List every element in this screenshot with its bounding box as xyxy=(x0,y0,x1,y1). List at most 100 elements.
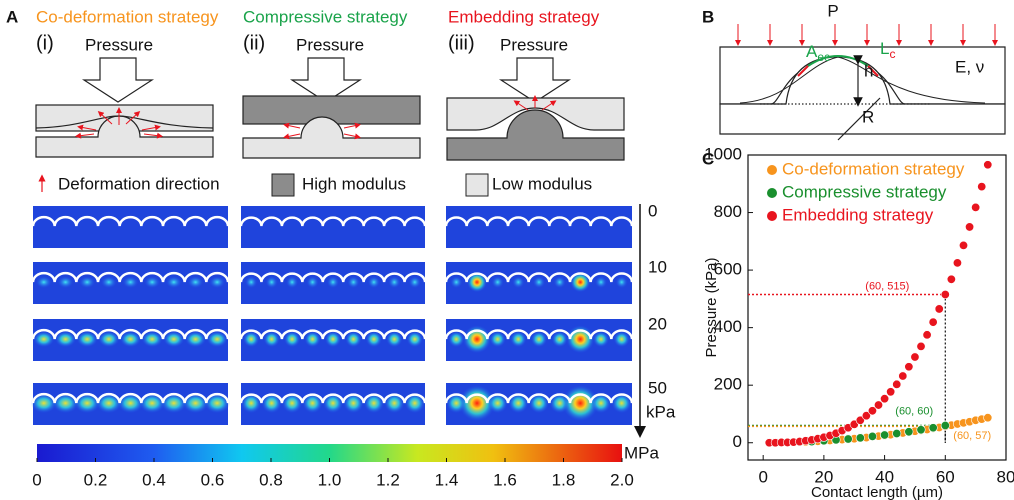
stress-spot xyxy=(302,393,323,414)
plot-frame xyxy=(747,154,1007,461)
stress-spot xyxy=(553,276,566,289)
stress-spot xyxy=(551,331,568,348)
schematic-iii xyxy=(446,57,625,161)
a-subscript: ec xyxy=(817,50,830,64)
stress-spot xyxy=(388,276,401,289)
stress-map xyxy=(30,383,231,425)
schematic-i xyxy=(35,57,214,158)
point xyxy=(861,411,871,421)
modulus-label: E, ν xyxy=(955,57,984,76)
stress-spot xyxy=(245,276,258,289)
stress-spot xyxy=(613,331,630,348)
point xyxy=(940,290,950,300)
l-subscript: c xyxy=(889,47,895,61)
stress-spot xyxy=(284,331,301,348)
pressure-unit: kPa xyxy=(646,402,676,421)
stress-map xyxy=(31,206,230,248)
stress-spot xyxy=(282,393,303,414)
point xyxy=(977,182,987,192)
point xyxy=(892,379,902,389)
point xyxy=(886,387,896,397)
stress-map xyxy=(31,319,230,361)
stress-spot xyxy=(533,276,545,289)
stress-spot xyxy=(404,393,425,414)
stress-spot xyxy=(76,331,98,348)
contact-interface xyxy=(31,392,230,404)
point xyxy=(855,415,865,425)
stress-spot xyxy=(363,393,384,414)
stress-spot xyxy=(459,385,495,422)
stress-spot xyxy=(163,331,185,348)
stress-spot xyxy=(187,276,204,289)
stress-spot xyxy=(304,331,321,348)
stress-spot xyxy=(261,393,282,414)
stress-map xyxy=(444,319,634,361)
y-tick-label: 800 xyxy=(714,202,742,221)
point xyxy=(916,425,926,435)
stress-background xyxy=(241,206,425,248)
legend-marker xyxy=(767,188,777,198)
y-tick-label: 0 xyxy=(733,432,742,451)
schematics xyxy=(35,57,625,161)
pressure-label-p: P xyxy=(827,1,838,20)
point xyxy=(898,371,908,381)
stress-spot xyxy=(120,331,141,348)
stress-map xyxy=(239,262,427,304)
stress-spot xyxy=(265,276,278,289)
stress-spot xyxy=(345,331,362,348)
legend-label: Compressive strategy xyxy=(782,182,947,201)
point xyxy=(946,274,956,284)
x-tick-label: 20 xyxy=(814,467,833,486)
stress-spot xyxy=(98,331,120,348)
stress-spot xyxy=(384,393,405,414)
stress-spot xyxy=(365,331,382,348)
stress-map xyxy=(239,383,427,425)
legend-low-swatch xyxy=(465,173,489,197)
contact-interface xyxy=(31,328,230,340)
point xyxy=(934,304,944,314)
annotation-label: (60, 60) xyxy=(895,405,933,417)
y-tick-label: 600 xyxy=(714,260,742,279)
stress-spot xyxy=(323,393,343,414)
stress-spot xyxy=(591,393,611,414)
point xyxy=(971,202,981,212)
stress-map xyxy=(444,262,634,304)
stress-spot xyxy=(33,331,55,348)
stress-spot xyxy=(182,393,209,414)
x-tick-label: 60 xyxy=(936,467,955,486)
point xyxy=(867,406,877,416)
strategy-numeral: (iii) xyxy=(448,32,475,54)
stress-map xyxy=(239,319,427,361)
pressure-level: 0 xyxy=(648,201,657,220)
y-tick-label: 400 xyxy=(714,317,742,336)
stress-map xyxy=(239,206,427,248)
stress-spot xyxy=(489,331,506,348)
colorbar-tick-label: 1.0 xyxy=(318,470,342,489)
y-tick-label: 200 xyxy=(714,375,742,394)
contact-area-label: Aec xyxy=(806,42,830,64)
legend-low: Low modulus xyxy=(492,174,592,193)
stress-spot xyxy=(55,331,76,348)
stress-spot xyxy=(595,276,607,289)
contact-interface xyxy=(239,393,427,404)
pressure-label: Pressure xyxy=(500,35,568,54)
annotation-label: (60, 57) xyxy=(953,430,991,442)
point xyxy=(959,240,969,250)
point xyxy=(855,433,865,443)
strategy-numeral: (ii) xyxy=(243,32,265,54)
point xyxy=(928,317,938,327)
contact-interface xyxy=(31,271,230,283)
stress-spot xyxy=(531,331,547,348)
panel-b-diagram xyxy=(719,46,1006,141)
schematic-ii xyxy=(242,57,421,159)
pressure-arrows xyxy=(735,24,998,46)
x-tick-label: 0 xyxy=(758,467,767,486)
colorbar-tick-label: 0.6 xyxy=(201,470,225,489)
colorbar-tick-label: 1.2 xyxy=(376,470,400,489)
pressure-level: 20 xyxy=(648,314,667,333)
point xyxy=(928,423,938,433)
stress-spot xyxy=(325,331,341,348)
colorbar-tick-label: 0.2 xyxy=(84,470,108,489)
point xyxy=(867,431,877,441)
stress-spot xyxy=(570,272,591,293)
